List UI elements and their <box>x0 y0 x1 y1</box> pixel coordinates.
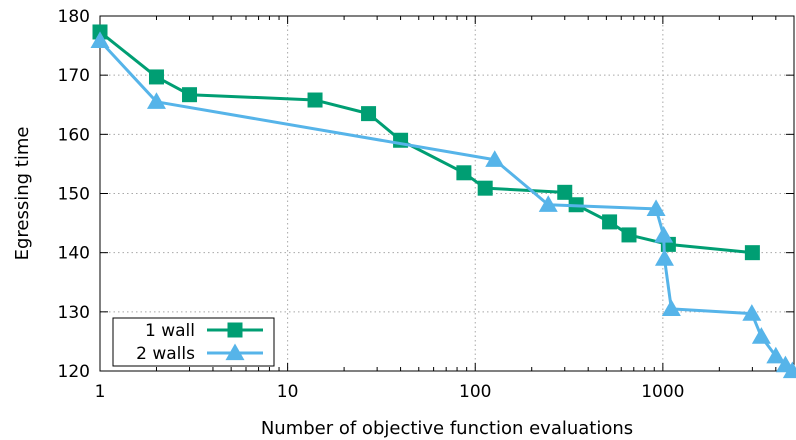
y-tick-label: 180 <box>58 7 90 27</box>
series-2 <box>90 31 796 379</box>
x-tick-label: 1 <box>95 382 106 402</box>
triangle-marker <box>751 327 771 344</box>
y-tick-label: 150 <box>58 185 90 205</box>
square-marker <box>361 106 377 122</box>
triangle-marker <box>782 361 796 379</box>
y-tick-label: 170 <box>58 66 90 86</box>
triangle-marker <box>654 226 674 243</box>
legend: 1 wall 2 walls <box>112 317 275 367</box>
series-line <box>99 30 753 255</box>
square-marker <box>477 180 493 196</box>
triangle-marker <box>146 92 166 109</box>
square-marker <box>744 245 760 261</box>
y-axis-title: Egressing time <box>12 127 33 261</box>
grid <box>100 16 794 371</box>
square-marker <box>621 227 637 243</box>
x-axis-title: Number of objective function evaluations <box>261 418 633 439</box>
series-layer <box>90 24 796 379</box>
square-marker <box>456 165 472 181</box>
y-tick-label: 140 <box>58 244 90 264</box>
triangle-marker <box>90 31 110 48</box>
plot-frame <box>99 15 795 372</box>
y-tick-label: 130 <box>58 303 90 323</box>
x-tick-label: 10 <box>277 382 299 402</box>
legend-label: 1 wall <box>145 321 195 341</box>
legend-box <box>112 317 275 367</box>
triangle-marker <box>766 346 786 364</box>
legend-swatch-marker <box>227 322 243 338</box>
legend-swatch-marker <box>225 343 245 361</box>
triangle-marker <box>654 249 674 266</box>
y-tick-label: 120 <box>58 362 90 382</box>
triangle-marker <box>538 195 558 212</box>
square-marker <box>602 214 618 230</box>
y-tick-label: 160 <box>58 125 90 145</box>
triangle-marker <box>661 299 681 316</box>
triangle-marker <box>742 304 762 321</box>
square-marker <box>148 69 164 85</box>
x-tick-label: 100 <box>459 382 491 402</box>
triangle-marker <box>646 199 666 217</box>
square-marker <box>557 184 573 200</box>
triangle-marker <box>485 150 505 167</box>
axes: 120 130 140 150 160 170 180 1 10 100 1000 <box>58 7 795 402</box>
square-marker <box>307 92 323 108</box>
x-tick-label: 1000 <box>641 382 684 402</box>
square-marker <box>182 87 198 103</box>
legend-label: 2 walls <box>136 344 195 364</box>
